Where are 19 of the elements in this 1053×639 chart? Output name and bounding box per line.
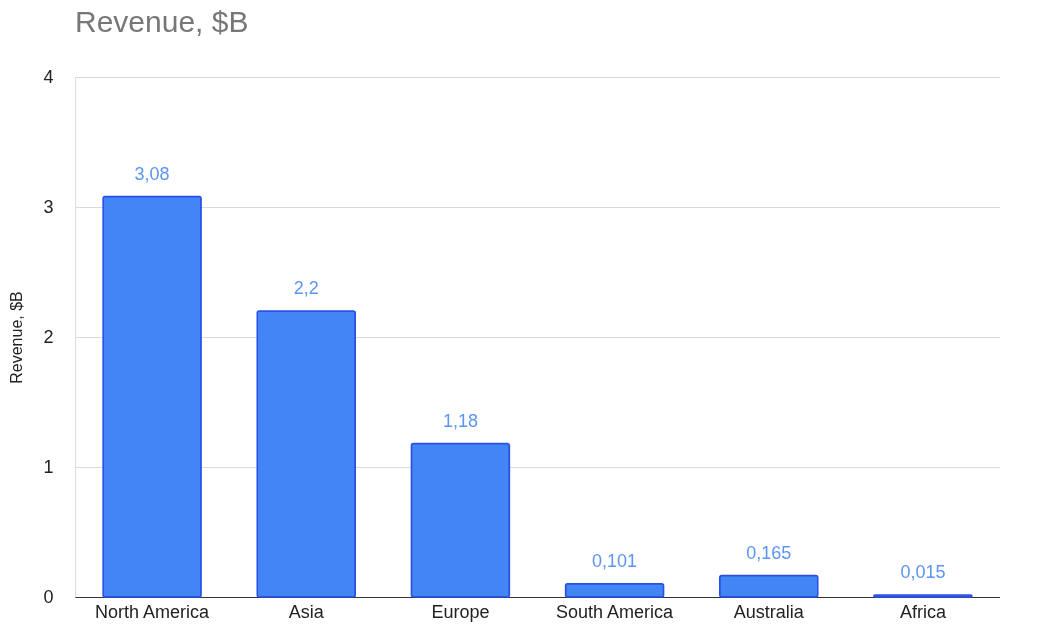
- x-tick-label: South America: [556, 601, 675, 622]
- y-tick-label: 1: [43, 456, 54, 477]
- y-tick-label: 0: [43, 586, 54, 607]
- data-label: 0,015: [900, 562, 946, 583]
- data-label: 0,101: [592, 550, 638, 571]
- data-label: 1,18: [442, 410, 478, 431]
- x-tick-label: Australia: [733, 601, 805, 622]
- x-tick-label: North America: [95, 601, 211, 622]
- y-tick-label: 4: [43, 66, 54, 87]
- y-tick-label: 2: [43, 326, 54, 347]
- chart-title: Revenue, $B: [75, 5, 249, 38]
- data-label: 3,08: [134, 163, 170, 184]
- data-label: 0,165: [746, 542, 792, 563]
- x-tick-label: Asia: [288, 601, 325, 622]
- x-tick-label: Europe: [431, 601, 490, 622]
- data-label: 2,2: [293, 278, 319, 298]
- x-tick-label: Africa: [899, 601, 947, 622]
- y-axis-title: Revenue, $B: [8, 291, 26, 384]
- y-tick-label: 3: [43, 196, 54, 217]
